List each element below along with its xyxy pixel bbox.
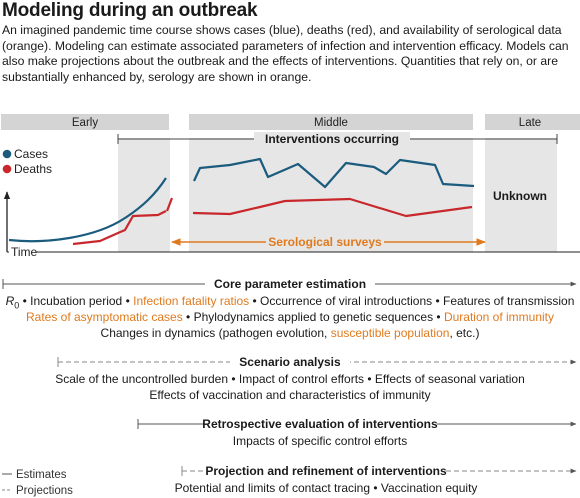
scenario-line-2: Effects of vaccination and characteristi… — [149, 388, 431, 402]
unknown-label: Unknown — [493, 189, 547, 203]
phase-band-late — [485, 114, 580, 130]
core-line-3: Changes in dynamics (pathogen evolution,… — [100, 326, 480, 340]
scenario-line-1: Scale of the uncontrolled burden • Impac… — [55, 372, 525, 386]
late-shade — [485, 138, 557, 252]
core-line-1: R0 • Incubation period • Infection fatal… — [5, 294, 575, 311]
deaths-legend-label: Deaths — [14, 162, 52, 176]
infection-fatality-ratios: Infection fatality ratios — [133, 294, 250, 308]
interventions-label: Interventions occurring — [265, 132, 399, 146]
asymptomatic-rates: Rates of asymptomatic cases — [25, 310, 183, 324]
figure-title: Modeling during an outbreak — [2, 0, 258, 21]
deaths-middle-curve — [192, 197, 473, 218]
deaths-legend-dot — [2, 164, 12, 174]
retrospective-line-1: Impacts of specific control efforts — [232, 434, 408, 448]
serological-label: Serological surveys — [268, 235, 382, 249]
phase-early-label: Early — [72, 117, 98, 129]
r0-symbol: R0 — [5, 294, 20, 311]
deaths-break-tick — [165, 197, 174, 212]
early-intervention-shade — [118, 138, 170, 252]
scenario-analysis-title: Scenario analysis — [239, 355, 341, 369]
phase-late-label: Late — [519, 117, 541, 129]
time-axis-label: Time — [11, 245, 38, 259]
core-line-2: Rates of asymptomatic cases • Phylodynam… — [25, 310, 554, 324]
susceptible-population: susceptible population — [330, 326, 450, 340]
projections-key-label: Projections — [16, 485, 73, 497]
intro-text: An imagined pandemic time course shows c… — [2, 23, 569, 84]
estimates-key-label: Estimates — [16, 469, 67, 481]
duration-of-immunity: Duration of immunity — [443, 310, 554, 324]
cases-middle-curve — [193, 157, 475, 189]
middle-shade — [189, 138, 473, 252]
cases-early-curve — [8, 177, 167, 243]
retrospective-title: Retrospective evaluation of intervention… — [202, 417, 438, 431]
phase-middle-label: Middle — [314, 117, 348, 129]
projection-line-1: Potential and limits of contact tracing … — [174, 481, 478, 495]
core-estimation-title: Core parameter estimation — [214, 277, 366, 291]
cases-legend-label: Cases — [14, 147, 48, 161]
cases-legend-dot — [2, 149, 12, 159]
phase-band-early — [1, 114, 169, 130]
phase-band-middle — [189, 114, 473, 130]
projection-title: Projection and refinement of interventio… — [205, 464, 447, 478]
deaths-early-curve — [72, 210, 167, 246]
